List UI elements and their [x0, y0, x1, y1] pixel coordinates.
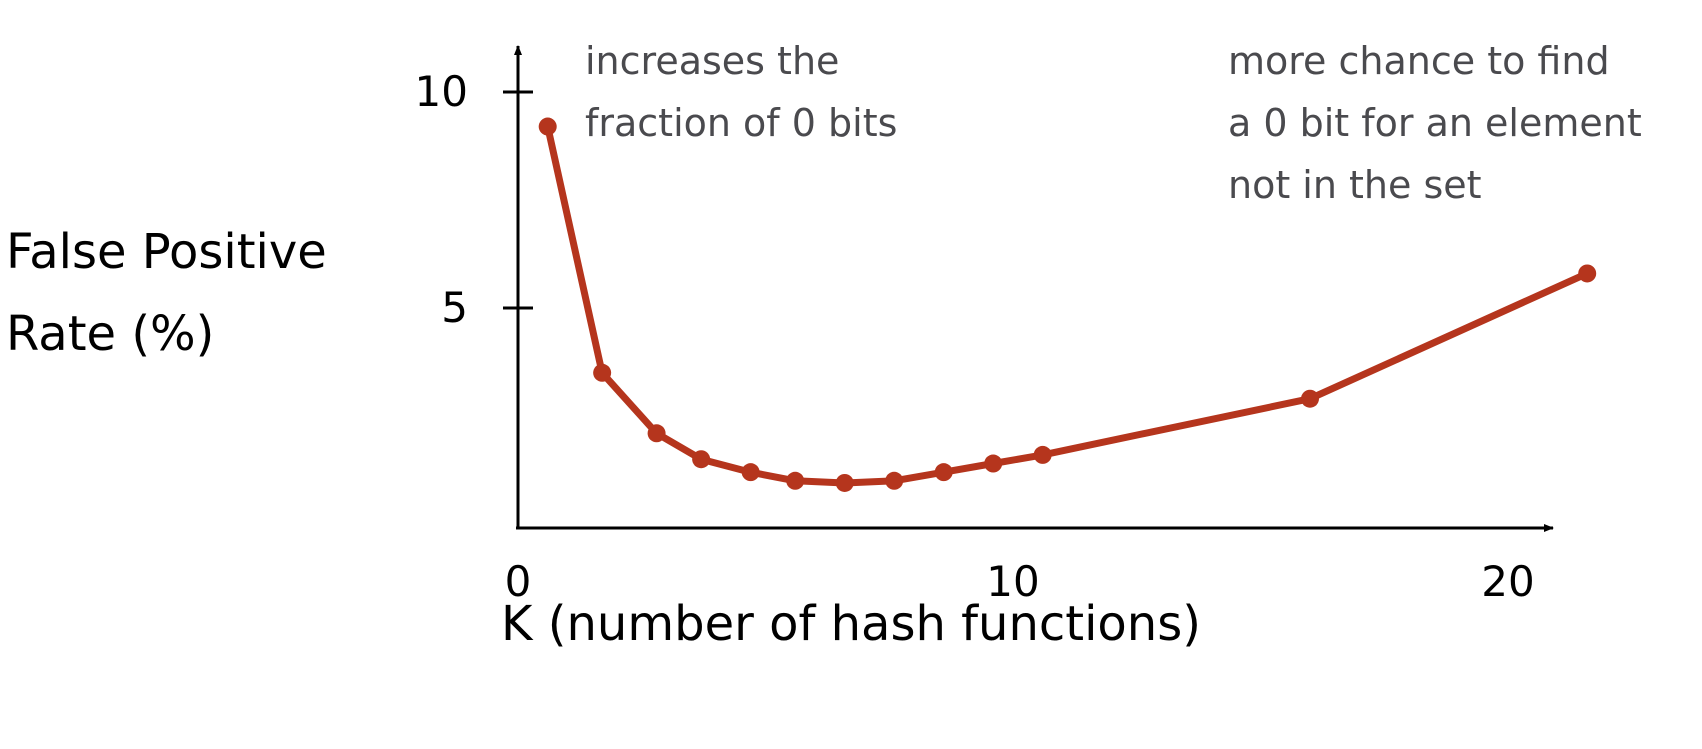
data-point	[741, 463, 760, 482]
x-tick-label: 0	[505, 557, 532, 606]
plot-series	[538, 117, 1597, 492]
data-point	[593, 363, 612, 382]
y-axis-label-line-1: False Positive	[6, 224, 327, 280]
y-tick-label: 10	[415, 67, 468, 116]
x-axis-label: K (number of hash functions)	[501, 596, 1201, 652]
data-point	[885, 471, 904, 490]
x-tick-label: 10	[986, 557, 1039, 606]
y-ticks: 5 10	[415, 67, 533, 332]
x-ticks: 0 10 20	[505, 557, 1535, 606]
x-tick-label: 20	[1481, 557, 1534, 606]
y-axis-label-line-2: Rate (%)	[6, 306, 215, 362]
data-point	[1301, 389, 1319, 408]
annotation-left: increases the fraction of 0 bits	[585, 30, 897, 154]
data-point	[1578, 264, 1597, 283]
annotation-left-line-1: increases the	[585, 39, 840, 83]
data-point	[786, 471, 805, 490]
annotation-right-line-1: more chance to find	[1228, 39, 1610, 83]
data-point	[835, 473, 854, 492]
annotation-right-line-3: not in the set	[1228, 163, 1482, 207]
annotation-left-line-2: fraction of 0 bits	[585, 101, 898, 145]
data-point	[934, 463, 953, 482]
data-point	[538, 117, 557, 136]
data-point	[1033, 445, 1052, 464]
data-point	[647, 424, 666, 443]
data-point	[984, 454, 1003, 473]
data-point	[692, 450, 711, 469]
y-tick-label: 5	[441, 283, 468, 332]
annotation-right-line-2: a 0 bit for an element	[1228, 101, 1642, 145]
annotation-right: more chance to find a 0 bit for an eleme…	[1228, 30, 1642, 216]
